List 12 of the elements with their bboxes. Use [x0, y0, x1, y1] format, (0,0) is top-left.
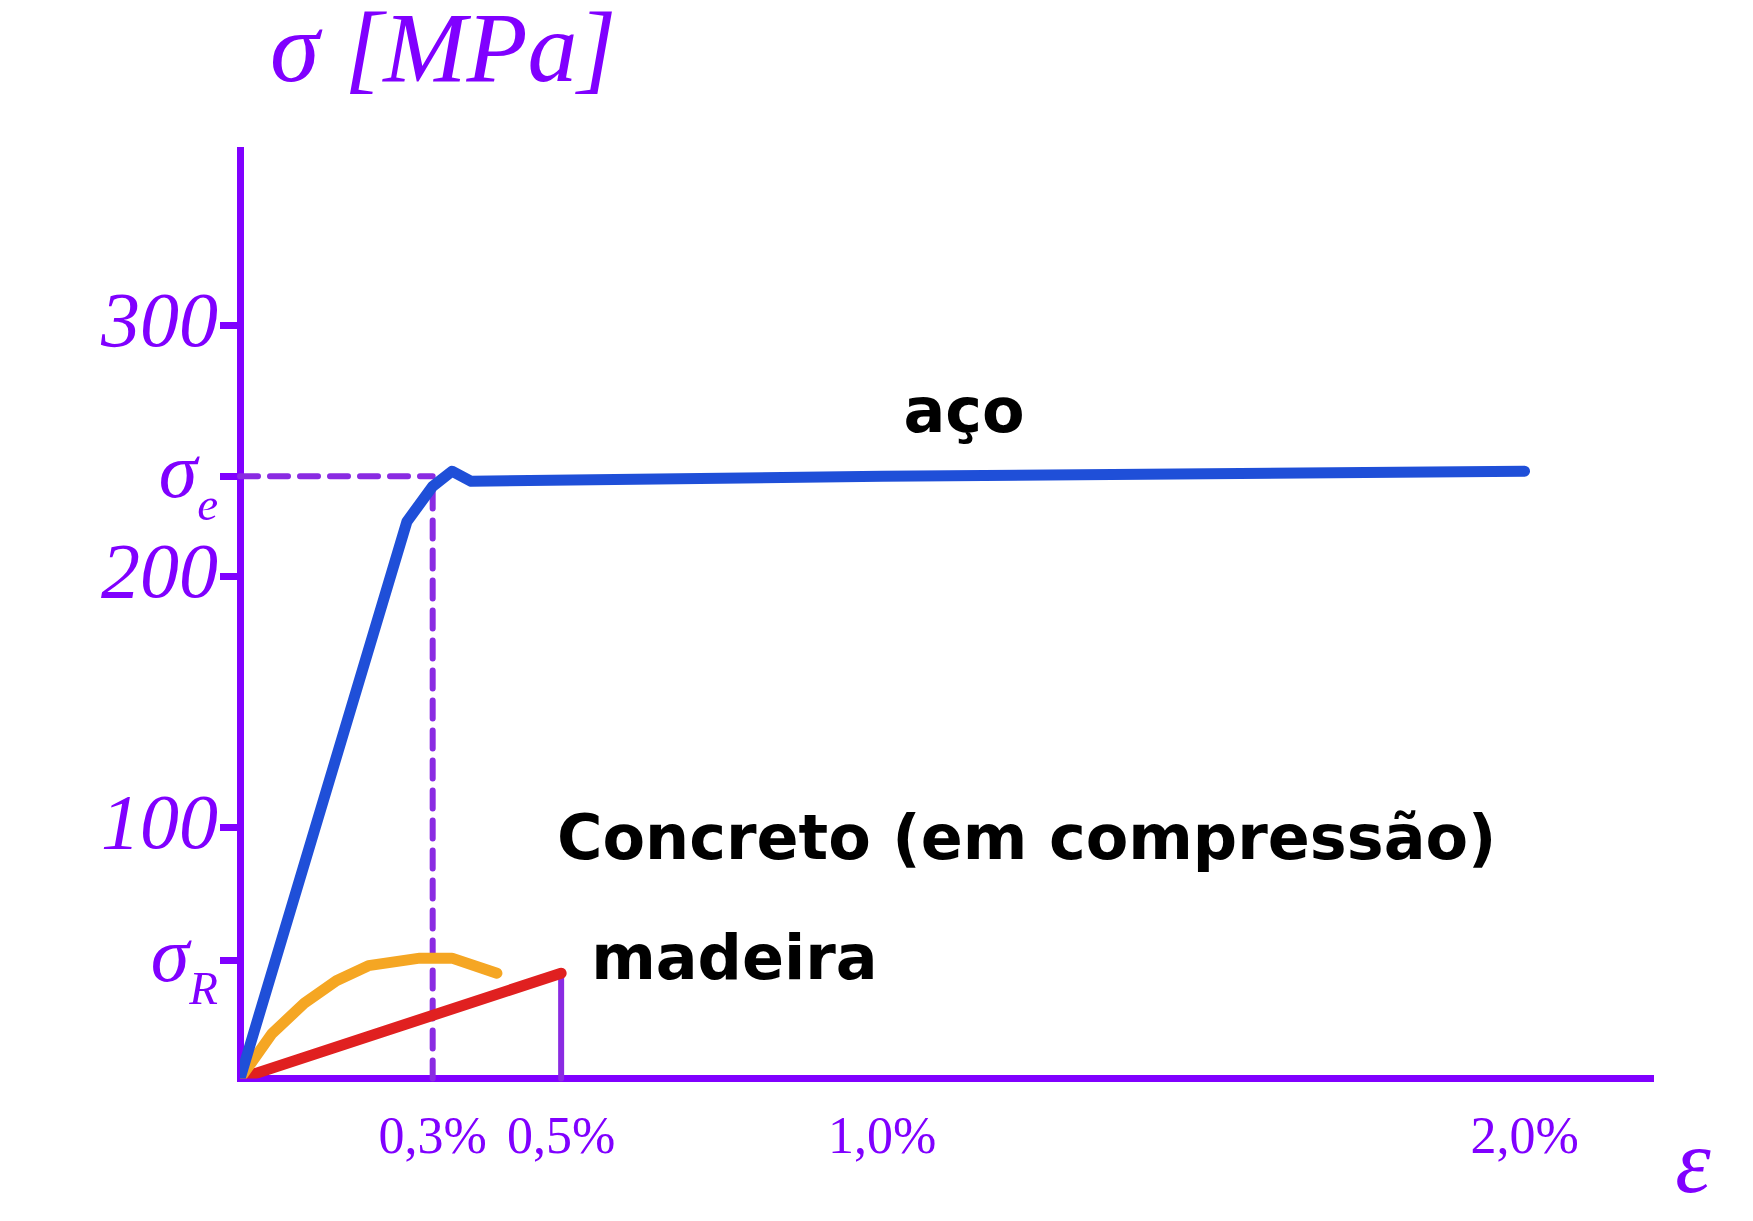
y-tick-label: 300	[100, 276, 218, 364]
x-tick-label: 2,0%	[1470, 1107, 1579, 1165]
x-tick-label: 0,3%	[378, 1107, 487, 1165]
series-label: aço	[903, 374, 1025, 448]
y-axis-title: σ [MPa]	[270, 0, 617, 104]
x-tick-label: 0,5%	[506, 1107, 616, 1165]
series-label: madeira	[591, 921, 878, 995]
y-tick-label: 100	[101, 778, 218, 866]
x-tick-label: 1,0%	[828, 1107, 937, 1165]
y-tick-label: 200	[101, 527, 218, 615]
x-axis-title: ε	[1675, 1112, 1712, 1212]
series-label: Concreto (em compressão)	[556, 801, 1497, 875]
